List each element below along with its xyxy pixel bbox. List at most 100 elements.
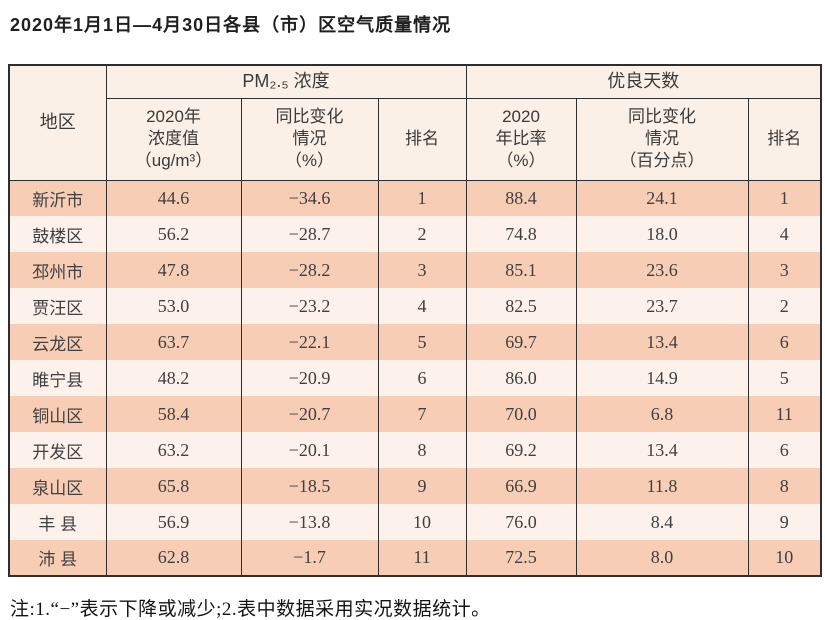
cell-pm-value: 48.2	[105, 360, 242, 396]
cell-region: 贾汪区	[8, 288, 107, 324]
cell-pm-change: −20.9	[240, 360, 379, 396]
cell-region: 丰 县	[8, 504, 107, 540]
cell-pm-value: 63.7	[105, 324, 242, 360]
cell-pm-change: −13.8	[240, 504, 379, 540]
cell-days-rank: 1	[747, 180, 822, 216]
cell-days-rank: 6	[747, 324, 822, 360]
cell-pm-value: 56.2	[105, 216, 242, 252]
column-group-pm25: PM₂.₅ 浓度	[105, 64, 467, 99]
cell-pm-change: −28.2	[240, 252, 379, 288]
cell-pm-rank: 4	[377, 288, 467, 324]
cell-pm-value: 58.4	[105, 396, 242, 432]
cell-pm-value: 47.8	[105, 252, 242, 288]
cell-pm-rank: 7	[377, 396, 467, 432]
cell-days-change: 24.1	[575, 180, 749, 216]
cell-days-rank: 2	[747, 288, 822, 324]
table-row: 鼓楼区 56.2 −28.7 2 74.8 18.0 4	[8, 216, 822, 252]
cell-pm-rank: 5	[377, 324, 467, 360]
cell-days-change: 8.0	[575, 540, 749, 576]
cell-days-change: 14.9	[575, 360, 749, 396]
column-header-days-change: 同比变化 情况 （百分点）	[575, 97, 749, 181]
table-row: 贾汪区 53.0 −23.2 4 82.5 23.7 2	[8, 288, 822, 324]
cell-region: 睢宁县	[8, 360, 107, 396]
cell-days-rank: 11	[747, 396, 822, 432]
cell-days-change: 6.8	[575, 396, 749, 432]
cell-pm-rank: 11	[377, 540, 467, 576]
cell-region: 沛 县	[8, 540, 107, 576]
column-group-good-days: 优良天数	[465, 64, 822, 99]
cell-days-ratio: 85.1	[465, 252, 577, 288]
cell-days-change: 23.6	[575, 252, 749, 288]
cell-days-rank: 8	[747, 468, 822, 504]
cell-days-ratio: 69.2	[465, 432, 577, 468]
table-row: 沛 县 62.8 −1.7 11 72.5 8.0 10	[8, 540, 822, 576]
cell-pm-rank: 10	[377, 504, 467, 540]
cell-days-ratio: 70.0	[465, 396, 577, 432]
cell-pm-change: −20.1	[240, 432, 379, 468]
table-row: 新沂市 44.6 −34.6 1 88.4 24.1 1	[8, 180, 822, 216]
table-row: 泉山区 65.8 −18.5 9 66.9 11.8 8	[8, 468, 822, 504]
cell-pm-change: −22.1	[240, 324, 379, 360]
cell-days-change: 23.7	[575, 288, 749, 324]
cell-region: 泉山区	[8, 468, 107, 504]
cell-pm-change: −20.7	[240, 396, 379, 432]
cell-pm-value: 56.9	[105, 504, 242, 540]
cell-region: 云龙区	[8, 324, 107, 360]
cell-days-ratio: 66.9	[465, 468, 577, 504]
cell-days-ratio: 88.4	[465, 180, 577, 216]
cell-region: 邳州市	[8, 252, 107, 288]
cell-region: 铜山区	[8, 396, 107, 432]
cell-days-ratio: 76.0	[465, 504, 577, 540]
cell-days-change: 11.8	[575, 468, 749, 504]
cell-region: 开发区	[8, 432, 107, 468]
cell-days-rank: 5	[747, 360, 822, 396]
cell-pm-change: −23.2	[240, 288, 379, 324]
cell-days-ratio: 86.0	[465, 360, 577, 396]
table-body: 新沂市 44.6 −34.6 1 88.4 24.1 1 鼓楼区 56.2 −2…	[8, 180, 822, 576]
cell-pm-change: −1.7	[240, 540, 379, 576]
cell-pm-value: 65.8	[105, 468, 242, 504]
cell-days-rank: 3	[747, 252, 822, 288]
cell-days-ratio: 74.8	[465, 216, 577, 252]
cell-pm-change: −18.5	[240, 468, 379, 504]
cell-days-rank: 6	[747, 432, 822, 468]
cell-pm-rank: 3	[377, 252, 467, 288]
cell-pm-rank: 1	[377, 180, 467, 216]
table-row: 邳州市 47.8 −28.2 3 85.1 23.6 3	[8, 252, 822, 288]
cell-pm-change: −28.7	[240, 216, 379, 252]
table-header: 地区 PM₂.₅ 浓度 优良天数 2020年 浓度值 （ug/m³） 同比变化 …	[8, 64, 822, 181]
column-header-region: 地区	[8, 64, 107, 181]
cell-pm-rank: 9	[377, 468, 467, 504]
cell-days-rank: 4	[747, 216, 822, 252]
table-row: 开发区 63.2 −20.1 8 69.2 13.4 6	[8, 432, 822, 468]
air-quality-table: 地区 PM₂.₅ 浓度 优良天数 2020年 浓度值 （ug/m³） 同比变化 …	[8, 64, 823, 577]
cell-region: 鼓楼区	[8, 216, 107, 252]
column-header-pm-change: 同比变化 情况 （%）	[240, 97, 379, 181]
table-row: 云龙区 63.7 −22.1 5 69.7 13.4 6	[8, 324, 822, 360]
page-title: 2020年1月1日—4月30日各县（市）区空气质量情况	[10, 15, 452, 35]
column-header-days-rank: 排名	[747, 97, 822, 181]
table-row: 丰 县 56.9 −13.8 10 76.0 8.4 9	[8, 504, 822, 540]
cell-region: 新沂市	[8, 180, 107, 216]
cell-pm-value: 62.8	[105, 540, 242, 576]
cell-days-change: 18.0	[575, 216, 749, 252]
header-group-row: 地区 PM₂.₅ 浓度 优良天数	[8, 64, 822, 181]
header-sub-row: 2020年 浓度值 （ug/m³） 同比变化 情况 （%） 排名 2020 年比…	[9, 97, 822, 181]
cell-days-change: 13.4	[575, 324, 749, 360]
cell-days-rank: 9	[747, 504, 822, 540]
table-row: 铜山区 58.4 −20.7 7 70.0 6.8 11	[8, 396, 822, 432]
column-header-pm-value: 2020年 浓度值 （ug/m³）	[105, 97, 242, 181]
table-footnote: 注:1.“−”表示下降或减少;2.表中数据采用实况数据统计。	[10, 599, 491, 620]
cell-pm-change: −34.6	[240, 180, 379, 216]
cell-pm-rank: 2	[377, 216, 467, 252]
cell-days-change: 13.4	[575, 432, 749, 468]
cell-days-ratio: 82.5	[465, 288, 577, 324]
cell-days-ratio: 69.7	[465, 324, 577, 360]
cell-pm-value: 44.6	[105, 180, 242, 216]
column-header-pm-rank: 排名	[377, 97, 467, 181]
cell-pm-rank: 6	[377, 360, 467, 396]
cell-pm-value: 53.0	[105, 288, 242, 324]
cell-pm-rank: 8	[377, 432, 467, 468]
table-row: 睢宁县 48.2 −20.9 6 86.0 14.9 5	[8, 360, 822, 396]
